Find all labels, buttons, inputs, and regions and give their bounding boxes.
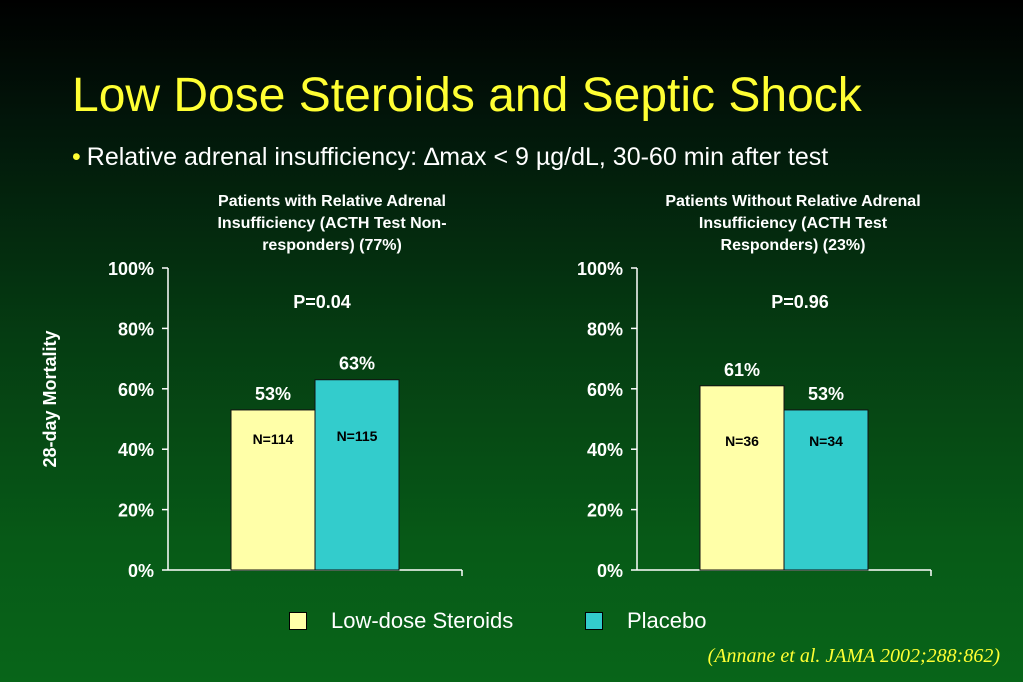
y-tick-label: 100% — [108, 259, 154, 279]
bar-n-label: N=34 — [809, 433, 843, 449]
slide-title: Low Dose Steroids and Septic Shock — [72, 69, 862, 122]
y-tick-label: 80% — [587, 319, 623, 339]
y-tick-label: 20% — [587, 501, 623, 521]
right-panel-title: Patients Without Relative Adrenal Insuff… — [633, 191, 953, 257]
bar-placebo — [314, 379, 400, 571]
legend-label-placebo: Placebo — [627, 608, 707, 633]
p-value-annotation: P=0.96 — [771, 292, 829, 312]
left-panel-title-line: responders) (77%) — [262, 237, 402, 254]
bar-placebo — [783, 409, 869, 571]
legend: Low-dose Steroids Placebo — [0, 608, 1023, 636]
y-tick-label: 0% — [128, 561, 154, 581]
y-tick-label: 60% — [118, 380, 154, 400]
bar-value-label: 63% — [339, 354, 375, 374]
legend-item-placebo: Placebo — [585, 608, 707, 634]
y-tick-label: 80% — [118, 319, 154, 339]
bar-n-label: N=114 — [253, 431, 294, 447]
bar-value-label: 61% — [724, 360, 760, 380]
y-tick-label: 0% — [597, 561, 623, 581]
legend-label-steroids: Low-dose Steroids — [331, 608, 514, 633]
p-value-annotation: P=0.04 — [293, 292, 351, 312]
right-panel-title-line: Responders) (23%) — [720, 237, 866, 254]
left-panel-title-line: Insufficiency (ACTH Test Non- — [217, 215, 447, 232]
left-panel-title: Patients with Relative Adrenal Insuffici… — [172, 191, 492, 257]
bar-steroids — [699, 385, 785, 571]
y-tick-label: 20% — [118, 501, 154, 521]
bar-n-label: N=115 — [337, 428, 378, 444]
citation: (Annane et al. JAMA 2002;288:862) — [707, 645, 1000, 667]
bullet-line: • Relative adrenal insufficiency: ∆max < … — [72, 141, 1012, 173]
y-tick-label: 100% — [577, 259, 623, 279]
right-panel-title-line: Patients Without Relative Adrenal — [665, 193, 921, 210]
bar-value-label: 53% — [255, 384, 291, 404]
legend-swatch-steroids — [289, 612, 307, 630]
bar-value-label: 53% — [808, 384, 844, 404]
bullet-mark: • — [72, 143, 81, 171]
right-panel-title-line: Insufficiency (ACTH Test — [698, 215, 888, 232]
y-tick-label: 60% — [587, 380, 623, 400]
legend-item-steroids: Low-dose Steroids — [289, 608, 513, 634]
bullet-text: Relative adrenal insufficiency: ∆max < 9… — [86, 143, 829, 171]
legend-swatch-placebo — [585, 612, 603, 630]
y-tick-label: 40% — [118, 440, 154, 460]
y-tick-label: 40% — [587, 440, 623, 460]
left-panel-title-line: Patients with Relative Adrenal — [218, 193, 446, 210]
bar-n-label: N=36 — [725, 433, 759, 449]
